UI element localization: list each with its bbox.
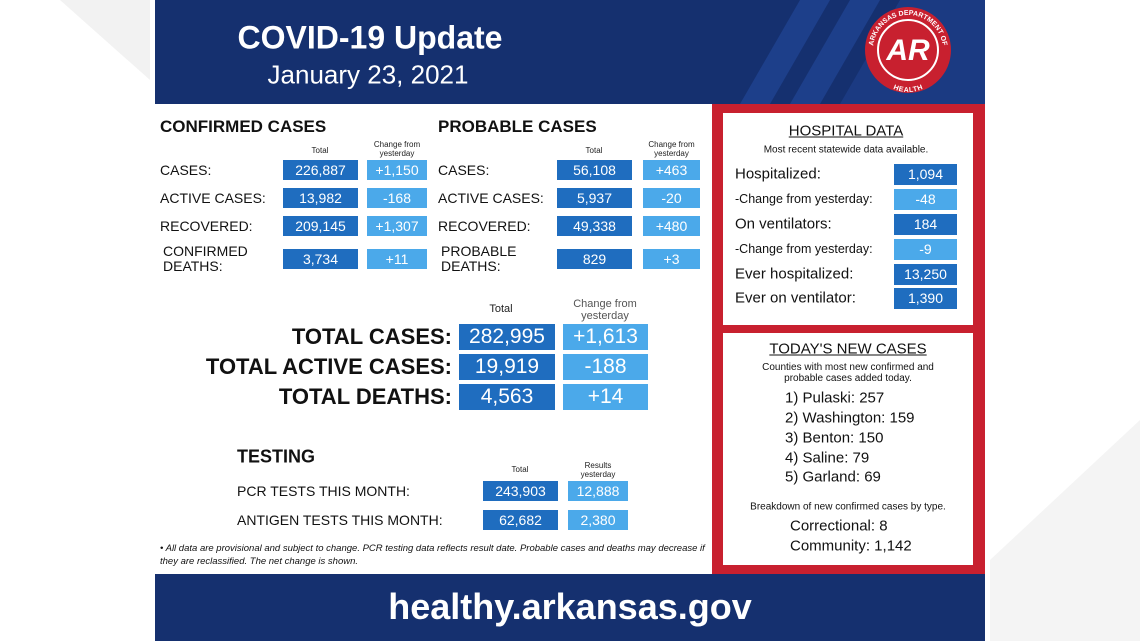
total-value: 243,903 bbox=[483, 481, 558, 501]
total-value: 282,995 bbox=[459, 324, 555, 350]
column-header: Total bbox=[511, 465, 529, 474]
column-header: Change from yesterday bbox=[573, 298, 637, 322]
stripe bbox=[790, 0, 880, 104]
hospital-value: 13,250 bbox=[894, 263, 957, 285]
row-label: RECOVERED: bbox=[160, 218, 253, 234]
total-value: 4,563 bbox=[459, 384, 555, 410]
column-header: Change from yesterday bbox=[648, 140, 695, 158]
row-label: -Change from yesterday: bbox=[735, 242, 873, 256]
column-header: Results yesterday bbox=[580, 461, 616, 479]
change-value: -168 bbox=[367, 188, 427, 208]
card-title: TODAY'S NEW CASES bbox=[769, 340, 927, 358]
row-label: ACTIVE CASES: bbox=[438, 190, 544, 206]
column-header: Change from yesterday bbox=[373, 140, 421, 158]
total-value: 829 bbox=[557, 249, 632, 269]
change-value: +14 bbox=[563, 384, 648, 410]
breakdown: Correctional: 8 bbox=[790, 517, 888, 535]
row-label: RECOVERED: bbox=[438, 218, 531, 234]
hospital-value: -48 bbox=[894, 188, 957, 210]
row-label: CASES: bbox=[160, 162, 212, 178]
card-subtitle: Most recent statewide data available. bbox=[763, 144, 929, 156]
row-label: On ventilators: bbox=[735, 215, 832, 233]
column-header: Total bbox=[311, 146, 329, 155]
row-label: ANTIGEN TESTS THIS MONTH: bbox=[237, 512, 443, 528]
total-value: 226,887 bbox=[283, 160, 358, 180]
row-label: Hospitalized: bbox=[735, 165, 821, 183]
total-value: 56,108 bbox=[557, 160, 632, 180]
total-label: TOTAL CASES: bbox=[291, 324, 452, 349]
logo-ring-bottom: HEALTH bbox=[892, 84, 923, 94]
total-value: 5,937 bbox=[557, 188, 632, 208]
total-value: 209,145 bbox=[283, 216, 358, 236]
change-value: +3 bbox=[643, 249, 700, 269]
total-value: 13,982 bbox=[283, 188, 358, 208]
footer-url: healthy.arkansas.gov bbox=[388, 586, 752, 627]
hospital-value: 184 bbox=[894, 213, 957, 235]
logo-mark: AR bbox=[885, 34, 930, 67]
new-cases-card bbox=[723, 333, 973, 565]
card-note: Breakdown of new confirmed cases by type… bbox=[750, 501, 946, 513]
hospital-value: 1,390 bbox=[894, 287, 957, 309]
section-title: PROBABLE CASES bbox=[438, 117, 597, 136]
logo-ring bbox=[877, 19, 939, 81]
hospital-value: 1,094 bbox=[894, 163, 957, 185]
change-value: -20 bbox=[643, 188, 700, 208]
row-label: PROBABLE DEATHS: bbox=[441, 243, 517, 274]
row-label: Ever hospitalized: bbox=[735, 265, 854, 283]
stripe bbox=[740, 0, 830, 104]
county: 2) Washington: 159 bbox=[785, 409, 915, 427]
total-label: TOTAL DEATHS: bbox=[278, 384, 452, 409]
hospital-value: -9 bbox=[894, 238, 957, 260]
row-label: -Change from yesterday: bbox=[735, 192, 873, 206]
total-value: 49,338 bbox=[557, 216, 632, 236]
column-header: Total bbox=[585, 146, 603, 155]
section-title: CONFIRMED CASES bbox=[160, 117, 327, 136]
card-subtitle: Counties with most new confirmed and pro… bbox=[762, 362, 934, 384]
logo-text: HEALTH bbox=[892, 84, 923, 94]
row-label: Ever on ventilator: bbox=[735, 289, 856, 307]
card-title: HOSPITAL DATA bbox=[788, 122, 904, 140]
change-value: +480 bbox=[643, 216, 700, 236]
change-value: +11 bbox=[367, 249, 427, 269]
total-value: 62,682 bbox=[483, 510, 558, 530]
change-value: +1,150 bbox=[367, 160, 427, 180]
column-header: Total bbox=[489, 303, 513, 315]
change-value: +463 bbox=[643, 160, 700, 180]
county: 4) Saline: 79 bbox=[785, 449, 870, 467]
section-title: TESTING bbox=[237, 446, 316, 467]
change-value: 12,888 bbox=[568, 481, 628, 501]
title: COVID-19 Update bbox=[237, 19, 503, 56]
row-label: CASES: bbox=[438, 162, 490, 178]
date: January 23, 2021 bbox=[267, 59, 469, 90]
footnote: • All data are provisional and subject t… bbox=[160, 543, 705, 567]
change-value: 2,380 bbox=[568, 510, 628, 530]
corner-shade bbox=[990, 420, 1140, 641]
county: 5) Garland: 69 bbox=[785, 468, 881, 486]
county: 1) Pulaski: 257 bbox=[785, 389, 885, 407]
change-value: +1,307 bbox=[367, 216, 427, 236]
row-label: ACTIVE CASES: bbox=[160, 190, 266, 206]
change-value: +1,613 bbox=[563, 324, 648, 350]
total-value: 3,734 bbox=[283, 249, 358, 269]
row-label: PCR TESTS THIS MONTH: bbox=[237, 483, 410, 499]
corner-shade bbox=[60, 0, 150, 80]
total-value: 19,919 bbox=[459, 354, 555, 380]
total-label: TOTAL ACTIVE CASES: bbox=[205, 354, 452, 379]
row-label: CONFIRMED DEATHS: bbox=[163, 243, 248, 274]
change-value: -188 bbox=[563, 354, 648, 380]
footer-band bbox=[155, 574, 985, 641]
breakdown: Community: 1,142 bbox=[790, 537, 912, 555]
county: 3) Benton: 150 bbox=[785, 429, 884, 447]
